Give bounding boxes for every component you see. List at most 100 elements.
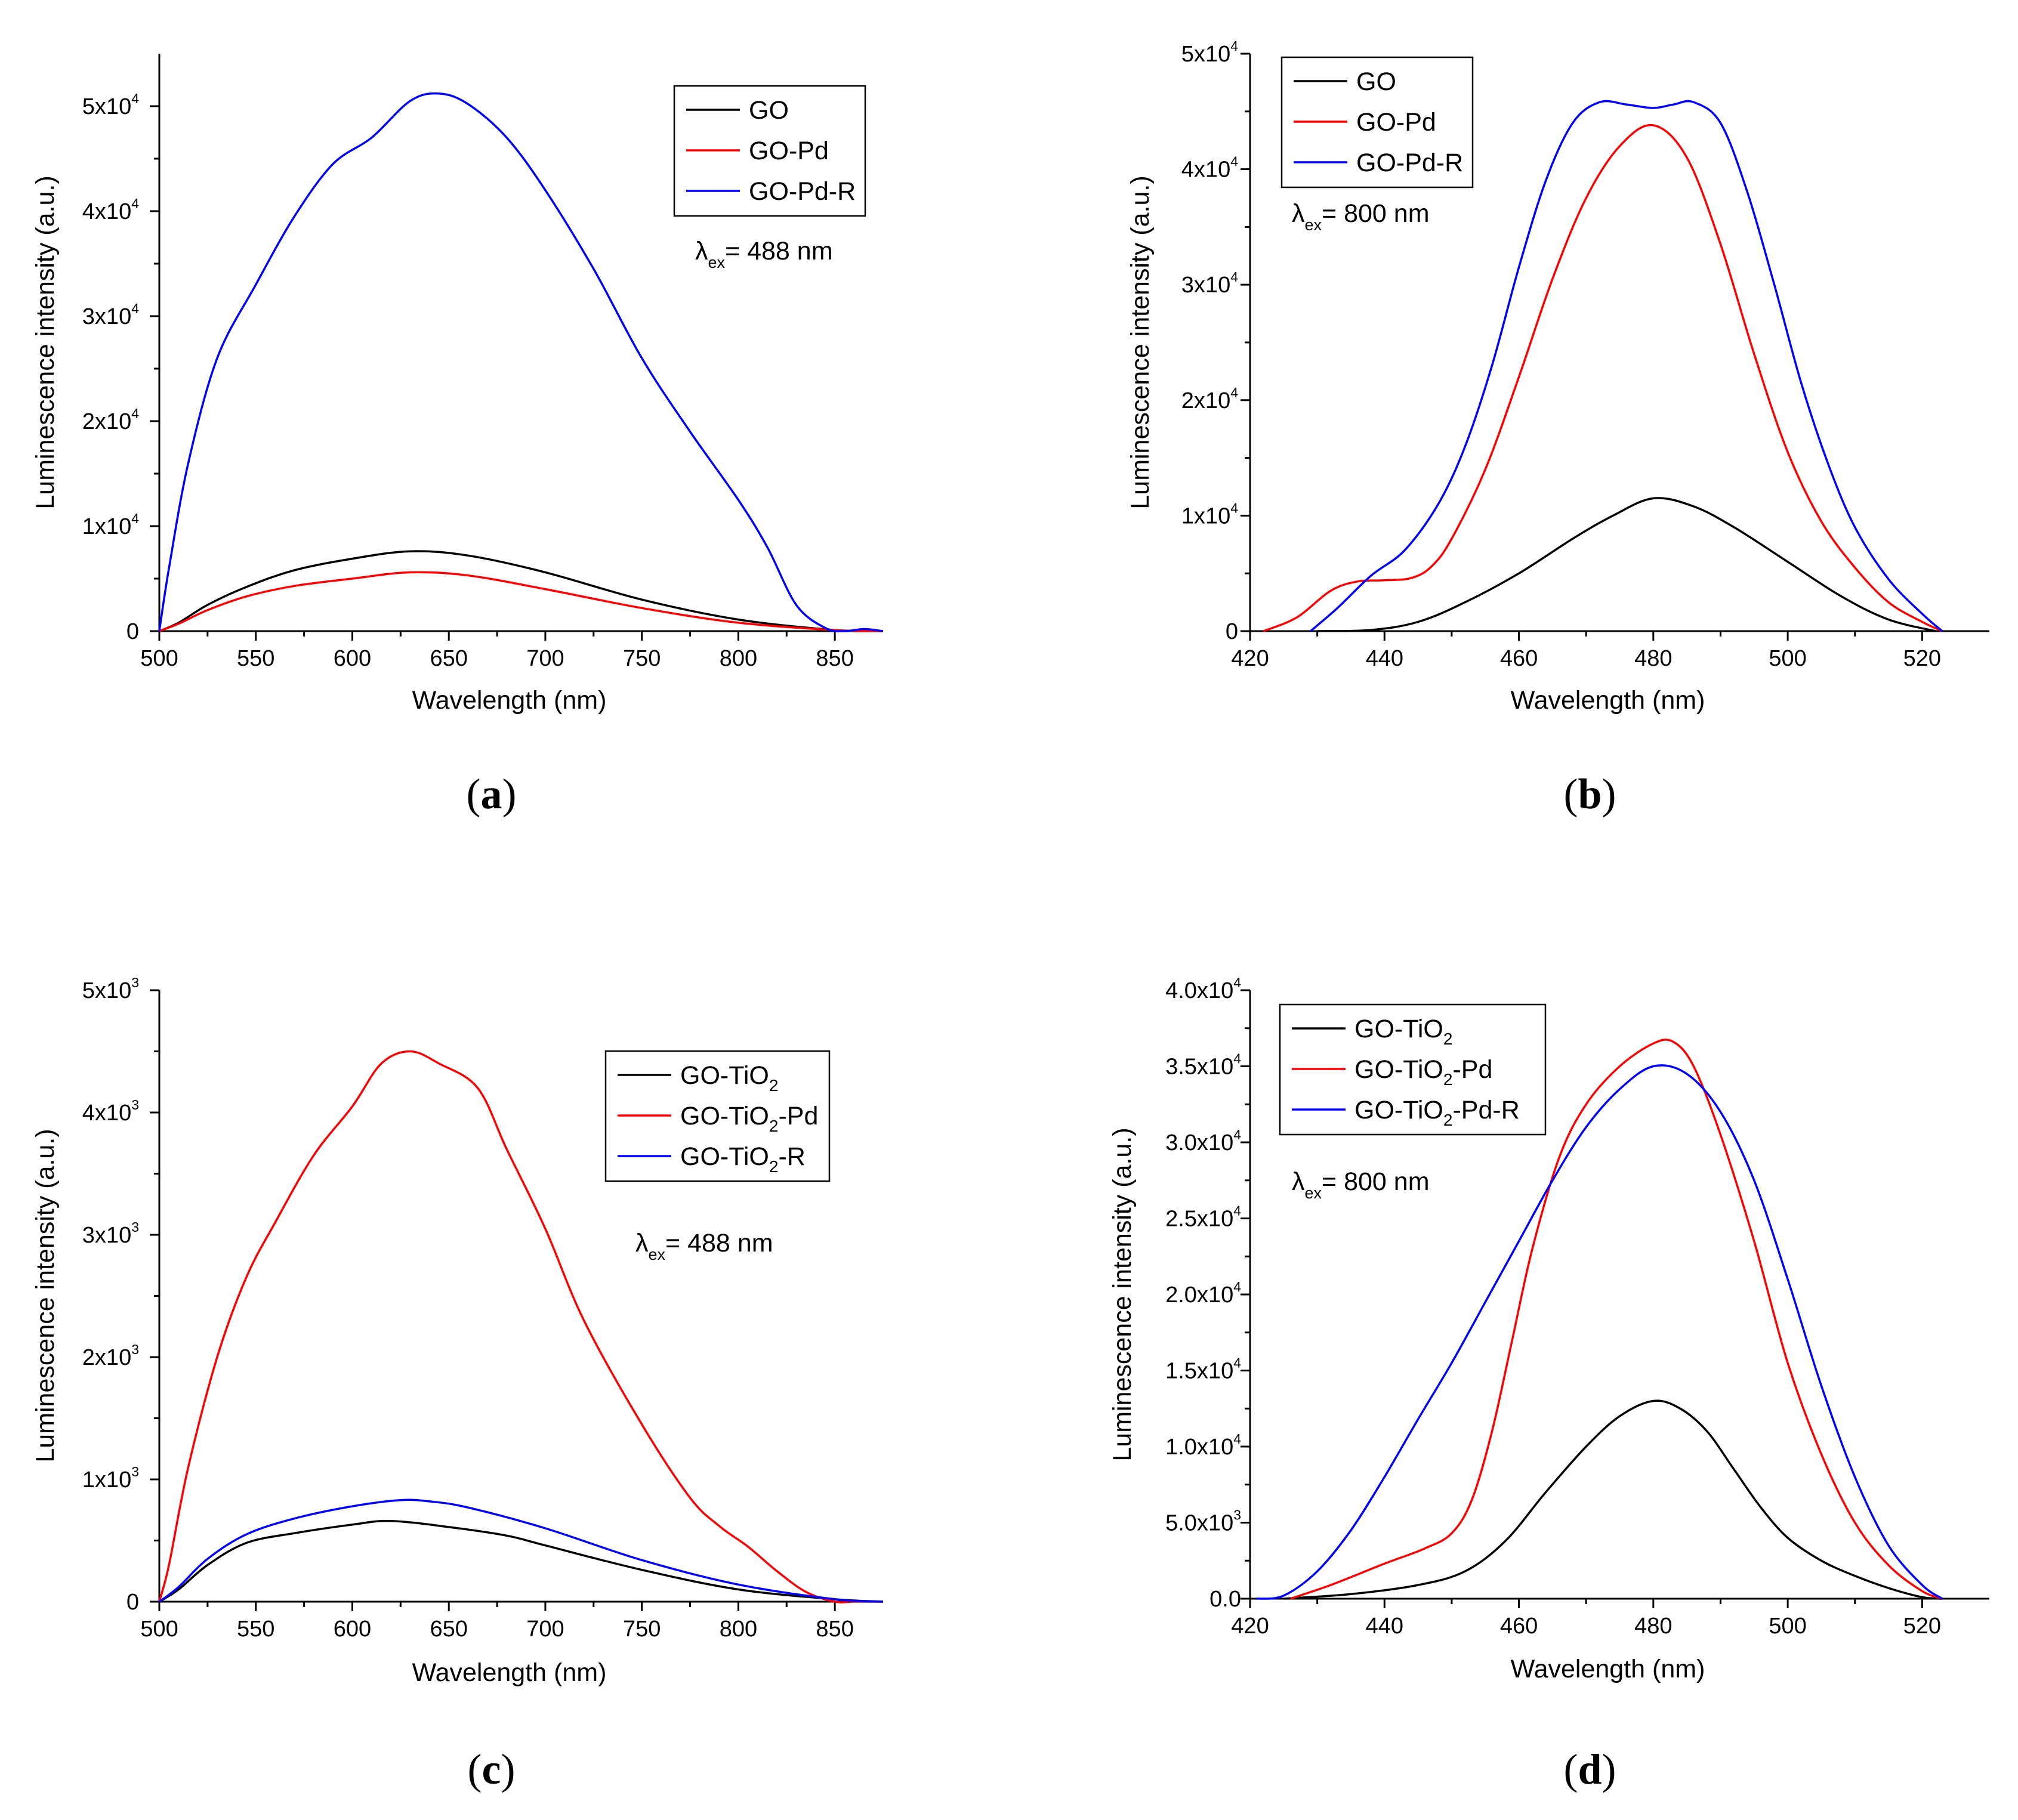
legend-label-main: GO-Pd-R bbox=[1356, 149, 1463, 177]
y-tick-mantissa: 2x10 bbox=[82, 409, 131, 434]
y-tick-label: 4.0x104 bbox=[1165, 975, 1241, 1003]
y-tick-label: 4x104 bbox=[82, 196, 139, 224]
annot-value: = 800 nm bbox=[1322, 1167, 1429, 1196]
panel-label-open: ( bbox=[1563, 770, 1578, 818]
y-tick-label: 0 bbox=[126, 1590, 139, 1615]
y-tick-exponent: 3 bbox=[131, 975, 139, 990]
x-tick-label: 550 bbox=[237, 1617, 274, 1642]
x-tick-label: 600 bbox=[334, 1617, 371, 1642]
y-tick-exponent: 4 bbox=[1230, 38, 1238, 54]
y-tick-label: 5.0x103 bbox=[1165, 1507, 1241, 1536]
annot-lambda: λ bbox=[1292, 199, 1305, 228]
y-tick-mantissa: 3x10 bbox=[82, 304, 131, 329]
x-tick-label: 800 bbox=[720, 1617, 757, 1642]
series-line-0 bbox=[159, 1519, 884, 1603]
y-tick-label: 1.0x104 bbox=[1165, 1431, 1241, 1460]
legend-label-main: GO-Pd bbox=[749, 137, 829, 165]
y-tick-label: 5x103 bbox=[82, 975, 139, 1003]
legend-label-suffix: -Pd bbox=[1452, 1055, 1492, 1084]
y-tick-label: 4x104 bbox=[1181, 154, 1238, 183]
y-tick-label: 2.5x104 bbox=[1165, 1203, 1241, 1232]
y-tick-label: 0.0 bbox=[1209, 1587, 1241, 1612]
series-line-1 bbox=[1290, 1039, 1943, 1600]
y-tick-label: 3x104 bbox=[82, 301, 139, 329]
x-tick-label: 520 bbox=[1903, 646, 1941, 671]
chart-panel-a: 500 550 600 650 700 750 800 85001x1042x1043x104… bbox=[31, 54, 884, 818]
y-tick-exponent: 3 bbox=[1233, 1507, 1241, 1523]
y-tick-exponent: 4 bbox=[1230, 269, 1238, 285]
legend-label-subscript: 2 bbox=[769, 1117, 779, 1135]
x-axis-title: Wavelength (nm) bbox=[1511, 686, 1705, 715]
annot-value: = 488 nm bbox=[725, 237, 832, 265]
y-tick-mantissa: 2x10 bbox=[1181, 388, 1230, 413]
y-tick-exponent: 4 bbox=[1233, 1279, 1241, 1294]
x-tick-label: 850 bbox=[816, 1617, 853, 1642]
y-tick-label: 1.5x104 bbox=[1165, 1355, 1241, 1384]
y-tick-mantissa: 4x10 bbox=[1181, 157, 1230, 183]
panel-label-letter: d bbox=[1578, 1745, 1602, 1793]
panel-label-letter: b bbox=[1578, 770, 1602, 818]
y-tick-mantissa: 5.0x10 bbox=[1165, 1511, 1233, 1536]
y-tick-label: 2x104 bbox=[1181, 385, 1238, 413]
annot-subscript: ex bbox=[1305, 1184, 1322, 1202]
excitation-annotation: λex= 800 nm bbox=[1292, 1167, 1430, 1202]
annot-subscript: ex bbox=[1305, 216, 1322, 234]
chart-panel-c: 500 550 600 650 700 750 800 85001x1032x1033x103… bbox=[31, 975, 884, 1793]
legend-label-main: GO-TiO bbox=[1354, 1055, 1443, 1084]
annot-lambda: λ bbox=[695, 237, 708, 265]
x-tick-label: 500 bbox=[140, 1617, 178, 1642]
x-tick-label: 750 bbox=[623, 1617, 661, 1642]
x-tick-label: 800 bbox=[720, 646, 757, 671]
legend-label: GO-Pd-R bbox=[1356, 149, 1463, 177]
y-tick-label: 3x104 bbox=[1181, 269, 1238, 298]
y-tick-label: 4x103 bbox=[82, 1097, 139, 1126]
y-tick-exponent: 3 bbox=[131, 1097, 139, 1113]
y-tick-mantissa: 1x10 bbox=[82, 1467, 131, 1493]
panel-label: (c) bbox=[468, 1745, 516, 1793]
y-tick-label: 2.0x104 bbox=[1165, 1279, 1241, 1308]
x-tick-label: 850 bbox=[816, 646, 853, 671]
y-tick-mantissa: 0 bbox=[126, 1590, 139, 1615]
x-tick-label: 650 bbox=[430, 1617, 467, 1642]
y-tick-label: 5x104 bbox=[1181, 38, 1238, 67]
excitation-annotation: λex= 488 nm bbox=[635, 1229, 773, 1263]
x-tick-label: 700 bbox=[526, 646, 564, 671]
legend-label: GO-TiO2-R bbox=[680, 1142, 806, 1176]
annot-value: = 488 nm bbox=[665, 1229, 773, 1257]
panel-label-close: ) bbox=[1602, 770, 1616, 818]
y-tick-exponent: 4 bbox=[131, 511, 139, 526]
legend-label-main: GO-TiO bbox=[680, 1102, 769, 1130]
x-tick-label: 440 bbox=[1366, 1614, 1403, 1639]
series-line-0 bbox=[1283, 1399, 1943, 1600]
legend-label-suffix: -Pd-R bbox=[1452, 1096, 1519, 1124]
y-tick-exponent: 4 bbox=[1233, 1431, 1241, 1447]
y-tick-exponent: 4 bbox=[131, 196, 139, 211]
x-tick-label: 420 bbox=[1231, 1614, 1269, 1639]
series-line-2 bbox=[158, 92, 884, 632]
x-tick-label: 420 bbox=[1231, 646, 1269, 671]
y-tick-mantissa: 3x10 bbox=[82, 1223, 131, 1248]
y-tick-label: 3x103 bbox=[82, 1219, 139, 1248]
x-axis-title: Wavelength (nm) bbox=[412, 686, 607, 715]
legend-label-subscript: 2 bbox=[1443, 1111, 1453, 1129]
y-tick-mantissa: 5x10 bbox=[1181, 42, 1230, 67]
panel-label: (d) bbox=[1563, 1745, 1616, 1793]
legend-label-main: GO bbox=[749, 96, 789, 125]
legend-label: GO bbox=[1356, 67, 1396, 96]
x-tick-label: 440 bbox=[1366, 646, 1403, 671]
y-tick-mantissa: 4x10 bbox=[82, 199, 131, 224]
series-line-1 bbox=[159, 571, 884, 632]
y-tick-mantissa: 0 bbox=[126, 619, 139, 644]
y-tick-label: 0 bbox=[126, 619, 139, 644]
legend-label-subscript: 2 bbox=[1443, 1070, 1453, 1089]
y-tick-exponent: 3 bbox=[131, 1342, 139, 1357]
x-tick-label: 500 bbox=[140, 646, 178, 671]
x-tick-label: 500 bbox=[1769, 1614, 1806, 1639]
legend-label-subscript: 2 bbox=[1443, 1030, 1453, 1048]
y-tick-label: 5x104 bbox=[82, 91, 139, 119]
x-tick-label: 460 bbox=[1500, 646, 1538, 671]
y-tick-exponent: 4 bbox=[1233, 1051, 1241, 1067]
legend-label: GO-Pd bbox=[1356, 108, 1436, 137]
y-tick-exponent: 4 bbox=[1233, 1203, 1241, 1219]
